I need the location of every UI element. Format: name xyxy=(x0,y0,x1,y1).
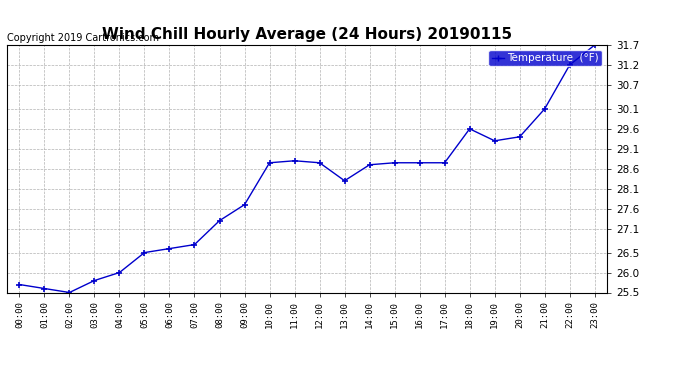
Title: Wind Chill Hourly Average (24 Hours) 20190115: Wind Chill Hourly Average (24 Hours) 201… xyxy=(102,27,512,42)
Legend: Temperature  (°F): Temperature (°F) xyxy=(489,50,602,66)
Text: Copyright 2019 Cartronics.com: Copyright 2019 Cartronics.com xyxy=(7,33,159,42)
